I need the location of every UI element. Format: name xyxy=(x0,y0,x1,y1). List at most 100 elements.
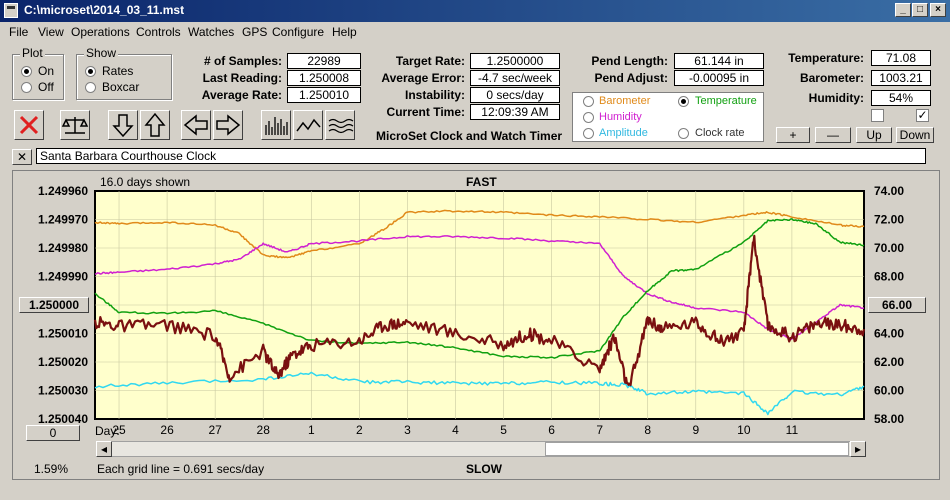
average-rate-field: 1.250010 xyxy=(287,87,361,103)
arrow-left-icon[interactable] xyxy=(181,110,211,140)
left-value-box[interactable]: 1.250000 xyxy=(19,297,89,313)
series-line-temperature xyxy=(94,218,865,359)
minus-button[interactable]: — xyxy=(815,127,851,143)
x-tick: 11 xyxy=(786,423,799,437)
menu-file[interactable]: File xyxy=(9,25,29,39)
pend-length-label: Pend Length: xyxy=(591,54,668,68)
show-boxcar-radio[interactable] xyxy=(85,82,96,93)
x-tick: 27 xyxy=(208,423,222,437)
close-clock-icon[interactable]: ✕ xyxy=(12,149,32,165)
menu-bar: File View Operations Controls Watches GP… xyxy=(0,22,950,42)
barometer-option: Barometer xyxy=(599,95,651,107)
plot-off-label: Off xyxy=(38,80,54,94)
humidity-field: 54% xyxy=(871,90,931,106)
menu-controls[interactable]: Controls xyxy=(136,25,181,39)
histogram-icon[interactable] xyxy=(261,110,291,140)
pend-adjust-field[interactable]: -0.00095 in xyxy=(674,70,764,86)
barometer-radio[interactable] xyxy=(583,96,594,107)
menu-operations[interactable]: Operations xyxy=(71,25,130,39)
average-error-field: -4.7 sec/week xyxy=(470,70,560,86)
menu-watches[interactable]: Watches xyxy=(188,25,235,39)
y-right-tick: 62.00 xyxy=(874,355,904,369)
right-value-box[interactable]: 66.00 xyxy=(868,297,926,313)
menu-help[interactable]: Help xyxy=(332,25,357,39)
close-button[interactable]: × xyxy=(930,3,946,17)
left-checkbox[interactable] xyxy=(871,109,884,122)
y-right-tick: 60.00 xyxy=(874,384,904,398)
show-rates-radio[interactable] xyxy=(85,66,96,77)
y-left-tick: 1.249980 xyxy=(38,241,88,255)
menu-configure[interactable]: Configure xyxy=(272,25,325,39)
x-tick: 10 xyxy=(737,423,751,437)
x-tick: 9 xyxy=(692,423,699,437)
x-tick: 5 xyxy=(500,423,507,437)
series-line-amplitude xyxy=(94,371,865,416)
humidity-label: Humidity: xyxy=(808,91,864,105)
x-tick: 4 xyxy=(452,423,459,437)
pend-length-field[interactable]: 61.144 in xyxy=(674,53,764,69)
humidity-radio[interactable] xyxy=(583,112,594,123)
target-rate-field[interactable]: 1.2500000 xyxy=(470,53,560,69)
arrow-down-icon[interactable] xyxy=(108,110,138,140)
chart-bottom-title: SLOW xyxy=(466,462,502,476)
show-group xyxy=(76,54,172,100)
target-rate-label: Target Rate: xyxy=(395,54,465,68)
average-error-label: Average Error: xyxy=(381,71,465,85)
plot-off-radio[interactable] xyxy=(21,82,32,93)
menu-view[interactable]: View xyxy=(38,25,64,39)
plot-on-radio[interactable] xyxy=(21,66,32,77)
line-graph-icon[interactable] xyxy=(293,110,323,140)
x-tick: 26 xyxy=(160,423,174,437)
zero-box[interactable]: 0 xyxy=(26,425,80,441)
show-rates-label: Rates xyxy=(102,64,134,78)
arrow-up-icon[interactable] xyxy=(140,110,170,140)
balance-scale-icon[interactable] xyxy=(60,110,90,140)
plus-button[interactable]: + xyxy=(776,127,810,143)
chart-title: FAST xyxy=(466,175,497,189)
humidity-option: Humidity xyxy=(599,111,642,123)
clock-rate-radio[interactable] xyxy=(678,128,689,139)
waves-icon[interactable] xyxy=(325,110,355,140)
y-right-tick: 58.00 xyxy=(874,412,904,426)
y-left-tick: 1.250030 xyxy=(38,384,88,398)
minimize-button[interactable]: _ xyxy=(895,3,911,17)
app-icon[interactable] xyxy=(4,3,18,18)
grid-note: Each grid line = 0.691 secs/day xyxy=(97,462,265,476)
x-tick: 8 xyxy=(644,423,651,437)
barometer-label: Barometer: xyxy=(799,71,864,85)
arrow-right-icon[interactable] xyxy=(213,110,243,140)
show-group-title: Show xyxy=(84,46,119,60)
clock-rate-option: Clock rate xyxy=(695,127,745,139)
down-button[interactable]: Down xyxy=(896,127,934,143)
chart-frame xyxy=(12,170,940,480)
title-bar[interactable]: C:\microset\2014_03_11.mst _ □ × xyxy=(0,0,950,22)
current-time-label: Current Time: xyxy=(386,105,465,119)
y-right-tick: 72.00 xyxy=(874,213,904,227)
barometer-field: 1003.21 xyxy=(871,70,931,86)
last-reading-field: 1.250008 xyxy=(287,70,361,86)
temperature-option: Temperature xyxy=(695,95,757,107)
scroll-right-button[interactable]: ▸ xyxy=(850,441,866,457)
series-line-barometer xyxy=(94,209,865,259)
up-button[interactable]: Up xyxy=(856,127,892,143)
right-checkbox[interactable]: ✓ xyxy=(916,108,929,122)
instability-field: 0 secs/day xyxy=(470,87,560,103)
amplitude-radio[interactable] xyxy=(583,128,594,139)
clock-name-input[interactable]: Santa Barbara Courthouse Clock xyxy=(36,148,926,164)
samples-field: 22989 xyxy=(287,53,361,69)
menu-gps[interactable]: GPS xyxy=(242,25,268,39)
temperature-label: Temperature: xyxy=(788,51,864,65)
percent-label: 1.59% xyxy=(34,462,69,476)
y-left-tick: 1.249970 xyxy=(38,213,88,227)
series-select-panel xyxy=(572,92,764,142)
instability-label: Instability: xyxy=(404,88,465,102)
day-axis-label: Day: xyxy=(95,424,120,438)
temperature-radio[interactable] xyxy=(678,96,689,107)
x-tick: 3 xyxy=(404,423,411,437)
plot-on-label: On xyxy=(38,64,55,78)
y-left-tick: 1.250010 xyxy=(38,327,88,341)
clear-x-icon[interactable] xyxy=(14,110,44,140)
maximize-button[interactable]: □ xyxy=(912,3,928,17)
scroll-left-button[interactable]: ◂ xyxy=(96,441,112,457)
scroll-thumb[interactable] xyxy=(545,442,849,456)
